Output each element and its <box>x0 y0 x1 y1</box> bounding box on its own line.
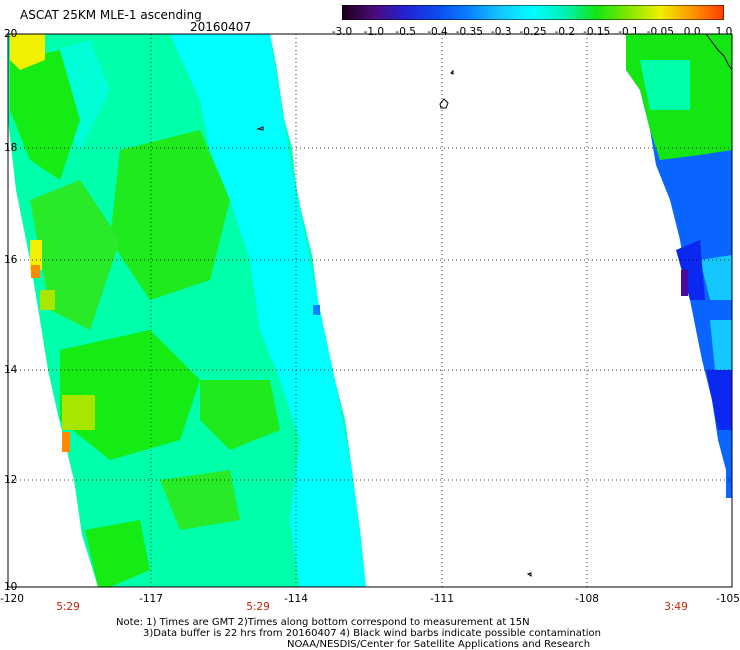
colorbar-tick-label: -0.3 <box>490 26 512 38</box>
island-san-benedicto <box>450 69 454 75</box>
right-swath-cyan-2 <box>700 255 732 300</box>
island-socorro <box>439 98 449 109</box>
note-line-1: Note: 1) Times are GMT 2)Times along bot… <box>116 617 530 628</box>
credit-line: NOAA/NESDIS/Center for Satellite Applica… <box>287 639 591 650</box>
left-swath-orange-2 <box>62 432 70 452</box>
lat-label-12: 12 <box>4 474 18 486</box>
lat-label-10: 10 <box>4 581 18 593</box>
colorbar-tick-label: -0.2 <box>554 26 576 38</box>
colorbar-tick-label: -0.5 <box>395 26 416 38</box>
left-swath-green-7 <box>160 470 240 530</box>
pass-time-2: 5:29 <box>246 601 270 613</box>
right-swath-deep-1 <box>676 240 705 300</box>
pass-time-3: 3:49 <box>664 601 688 613</box>
colorbar-tick-label: -3.0 <box>331 26 353 38</box>
left-swath-orange-1 <box>31 265 40 278</box>
left-swath <box>8 34 366 587</box>
right-swath <box>626 34 732 498</box>
colorbar-tick-label: -1.0 <box>363 26 385 38</box>
right-swath-cyan-1 <box>640 60 690 110</box>
note-line-2: 3)Data buffer is 22 hrs from 20160407 4)… <box>143 628 601 639</box>
lon-label-111: -111 <box>430 593 454 605</box>
island-clarion <box>256 126 264 131</box>
colorbar-tick-label: -0.15 <box>583 26 611 38</box>
colorbar-tick-label: -0.25 <box>519 26 547 38</box>
lat-label-14: 14 <box>4 364 18 376</box>
lat-label-18: 18 <box>4 142 18 154</box>
left-swath-cyan <box>170 34 366 587</box>
left-swath-green-5 <box>200 380 280 450</box>
lat-label-16: 16 <box>4 254 18 266</box>
grid <box>8 34 732 587</box>
left-swath-yellow-2 <box>30 240 42 270</box>
right-swath-deep-2 <box>706 370 732 430</box>
mexico-coast <box>705 33 733 71</box>
colorbar-tick-label: -0.35 <box>455 26 483 38</box>
pass-time-1: 5:29 <box>56 601 80 613</box>
product-date: 20160407 <box>190 20 252 34</box>
map-frame <box>7 33 733 588</box>
right-swath-cyan-3 <box>710 320 732 370</box>
left-swath-yellow-3 <box>62 395 95 430</box>
colorbar-tick-label: -0.4 <box>427 26 448 38</box>
left-swath-blue-pixel <box>313 305 320 315</box>
lon-label-120: -120 <box>0 593 24 605</box>
lon-label-117: -117 <box>139 593 163 605</box>
lon-label-114: -114 <box>284 593 308 605</box>
colorbar <box>342 5 724 20</box>
right-swath-purple <box>681 270 688 296</box>
colorbar-gradient <box>342 5 724 20</box>
coastline <box>256 33 733 577</box>
lon-label-108: -108 <box>575 593 599 605</box>
lat-label-20: 20 <box>4 28 18 40</box>
left-swath-yellow-4 <box>40 290 55 310</box>
product-title: ASCAT 25KM MLE-1 ascending <box>20 8 202 22</box>
left-swath-green-1 <box>10 50 80 180</box>
lon-label-105: -105 <box>716 593 740 605</box>
left-swath-green-2 <box>110 130 230 300</box>
island-clipperton <box>526 572 532 577</box>
left-swath-yellow-1 <box>10 34 45 70</box>
left-swath-green-6 <box>85 520 150 587</box>
